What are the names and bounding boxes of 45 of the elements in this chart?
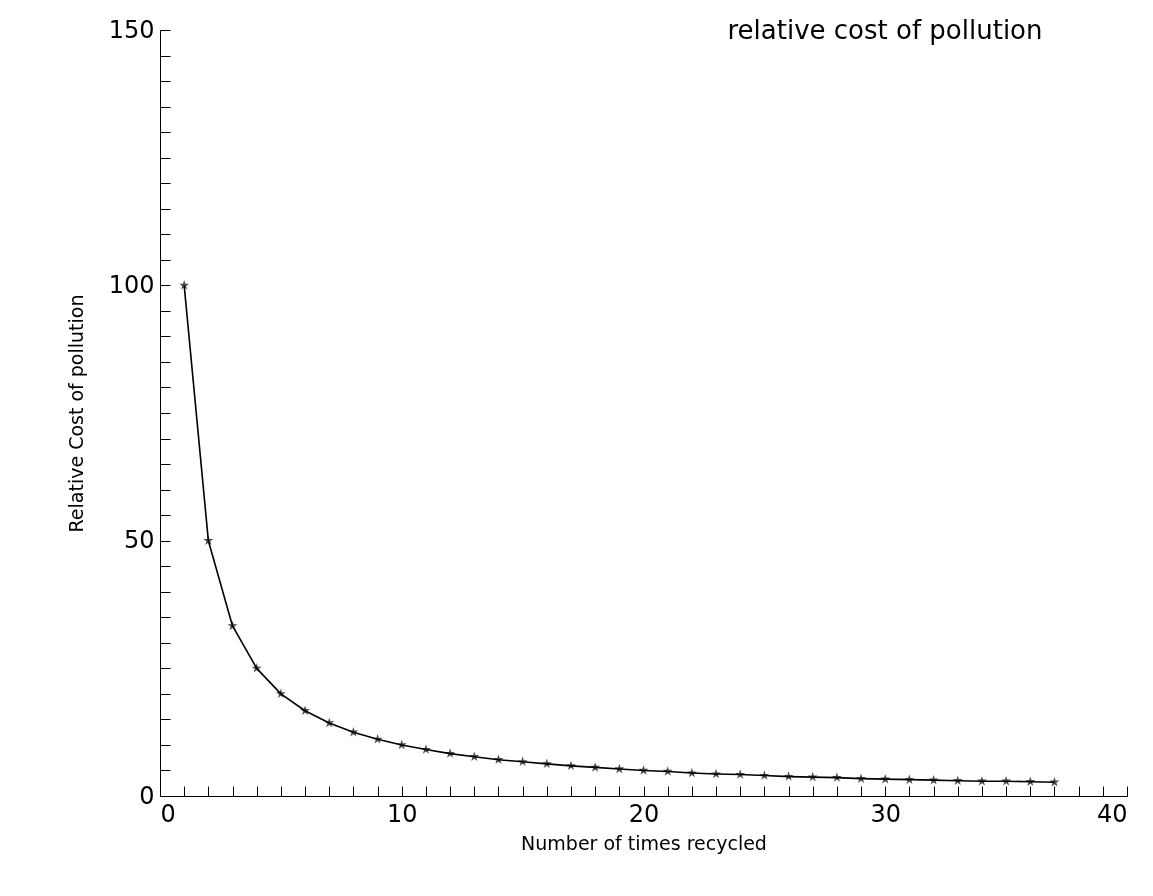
- y-tick-label: 100: [108, 270, 155, 299]
- y-tick-label: 150: [108, 15, 155, 44]
- x-tick-label: 0: [160, 799, 176, 828]
- point: [541, 758, 552, 769]
- point: [686, 767, 697, 778]
- point: [976, 775, 987, 786]
- point: [493, 754, 504, 764]
- point: [372, 734, 383, 744]
- point: [662, 766, 673, 776]
- point: [300, 705, 311, 715]
- point: [928, 774, 939, 785]
- point: [711, 768, 722, 779]
- point: [735, 769, 746, 779]
- point: [952, 775, 963, 785]
- x-tick-label: 10: [386, 799, 418, 828]
- point: [614, 763, 625, 774]
- point: [1049, 776, 1060, 787]
- point: [469, 751, 480, 761]
- chart-title: relative cost of pollution: [727, 15, 1043, 45]
- point: [179, 280, 190, 290]
- point: [227, 620, 238, 631]
- x-tick-label: 30: [870, 799, 902, 828]
- point: [759, 770, 770, 780]
- point: [565, 760, 576, 771]
- x-axis-title: Number of times recycled: [521, 831, 767, 854]
- point: [396, 739, 407, 750]
- point: [348, 726, 359, 737]
- point: [831, 772, 842, 782]
- point: [638, 765, 649, 775]
- point: [445, 748, 456, 758]
- point: [324, 717, 335, 728]
- x-tick-label: 20: [628, 799, 660, 828]
- y-tick-label: 50: [123, 526, 155, 555]
- point: [904, 774, 915, 784]
- y-tick-label: 0: [139, 781, 155, 810]
- point: [517, 756, 528, 767]
- point: [1025, 776, 1036, 786]
- point: [807, 771, 818, 782]
- point: [856, 773, 867, 783]
- point: [203, 535, 214, 545]
- y-axis-title: Relative Cost of pollution: [64, 294, 87, 533]
- point: [275, 688, 286, 699]
- x-tick-label: 40: [1096, 799, 1128, 828]
- point: [783, 771, 794, 781]
- point: [590, 762, 601, 772]
